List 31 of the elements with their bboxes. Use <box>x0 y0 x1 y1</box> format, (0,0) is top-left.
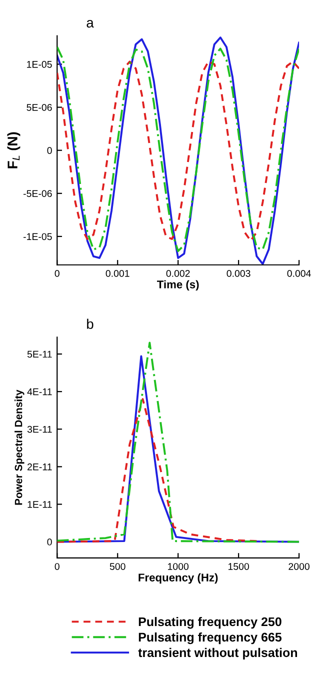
y-tick-label: -1E-05 <box>24 233 52 240</box>
legend-label: Pulsating frequency 665 <box>138 632 282 644</box>
x-tick-label: 1500 <box>228 563 249 570</box>
y-tick-label: 3E-11 <box>27 426 52 433</box>
y-tick-label: 2E-11 <box>28 463 52 470</box>
y-axis-title: Power Spectral Density <box>14 390 24 505</box>
y-tick-label: 5E-11 <box>27 350 52 358</box>
y-tick-label: 0 <box>47 147 52 154</box>
x-tick-label: 0.002 <box>166 270 190 277</box>
x-axis-title: Frequency (Hz) <box>138 573 218 584</box>
x-tick-label: 0.004 <box>287 270 311 277</box>
legend-label: Pulsating frequency 250 <box>138 616 282 629</box>
y-tick-label: 5E-06 <box>26 104 52 111</box>
y-tick-label: 1E-11 <box>28 501 52 508</box>
x-tick-label: 0 <box>54 270 60 277</box>
chart-title: b <box>87 318 94 329</box>
line-series <box>57 398 258 543</box>
x-axis-title: Time (s) <box>157 280 199 291</box>
y-tick-label: 4E-11 <box>27 388 52 396</box>
x-tick-label: 0.003 <box>226 270 250 277</box>
x-tick-label: 2000 <box>288 563 310 570</box>
x-tick-label: 0.001 <box>106 270 130 277</box>
y-tick-label: 0 <box>47 538 52 546</box>
y-tick-label: -5E-06 <box>24 190 52 198</box>
y-tick-label: 1E-05 <box>27 60 52 68</box>
chart-title: a <box>86 20 94 28</box>
x-tick-label: 500 <box>110 563 126 570</box>
x-tick-label: 0 <box>54 563 60 570</box>
x-tick-label: 1000 <box>168 563 189 570</box>
legend-label: transient without pulsation <box>138 648 298 660</box>
y-axis-title: F$_{L}$ (N) <box>7 132 20 168</box>
